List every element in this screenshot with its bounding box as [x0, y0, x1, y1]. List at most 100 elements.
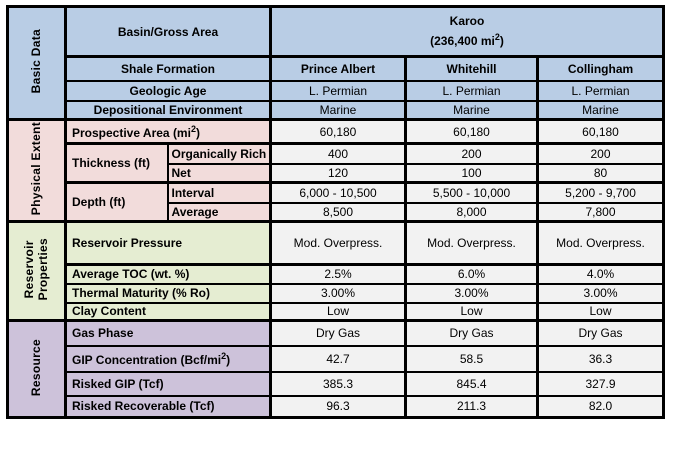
organically-rich-col2: 200	[404, 142, 539, 165]
row-risked-gip: Risked GIP (Tcf) 385.3 845.4 327.9	[8, 370, 665, 397]
clay-content-col1: Low	[269, 301, 407, 322]
resource-vertical-label: Resource	[28, 338, 43, 397]
row-gas-phase: Resource Gas Phase Dry Gas Dry Gas Dry G…	[6, 319, 665, 419]
row-shale-formation: Shale Formation Prince Albert Whitehill …	[8, 55, 665, 82]
shale-formation-col3: Collingham	[536, 55, 665, 82]
average-depth-col3: 7,800	[536, 201, 665, 223]
gas-phase-label: Gas Phase	[63, 319, 272, 347]
organically-rich-col1: 400	[269, 142, 407, 165]
prospective-area-col3: 60,180	[536, 118, 665, 145]
prospective-area-col2: 60,180	[404, 118, 539, 145]
basin-name-cell: Karoo (236,400 mi2)	[269, 5, 665, 58]
risked-recoverable-col3: 82.0	[536, 394, 665, 419]
organically-rich-label: Organically Rich	[166, 142, 272, 165]
section-label-reservoir-properties: Reservoir Properties	[6, 220, 67, 322]
reservoir-pressure-col3: Mod. Overpress.	[536, 220, 665, 266]
thickness-label: Thickness (ft)	[64, 142, 169, 184]
risked-gip-label: Risked GIP (Tcf)	[63, 370, 272, 397]
average-depth-col2: 8,000	[404, 201, 539, 223]
superscript-2: 2	[494, 32, 500, 42]
net-label: Net	[166, 162, 272, 184]
basic-data-vertical-label: Basic Data	[28, 29, 43, 94]
gip-concentration-col3: 36.3	[536, 344, 665, 373]
average-toc-col2: 6.0%	[404, 263, 539, 285]
physical-extent-vertical-label: Physical Extent	[28, 122, 43, 216]
risked-gip-col3: 327.9	[536, 370, 665, 397]
row-basin-header: Basic Data Basin/Gross Area Karoo (236,4…	[6, 5, 665, 121]
depositional-environment-col3: Marine	[536, 99, 665, 121]
depth-label: Depth (ft)	[64, 181, 169, 223]
average-depth-col1: 8,500	[269, 201, 407, 223]
gas-phase-col1: Dry Gas	[269, 319, 407, 347]
prospective-area-col1: 60,180	[269, 118, 407, 145]
basin-gross-area-label: Basin/Gross Area	[63, 5, 272, 58]
risked-recoverable-col1: 96.3	[269, 394, 407, 419]
row-thickness-organically-rich: Thickness (ft) Organically Rich 400 200 …	[8, 142, 665, 184]
net-col2: 100	[404, 162, 539, 184]
section-label-basic-data: Basic Data	[6, 5, 67, 121]
section-label-physical-extent: Physical Extent	[6, 118, 67, 223]
gip-concentration-label: GIP Concentration (Bcf/mi2)	[63, 344, 272, 373]
row-depth-average: Average 8,500 8,000 7,800	[8, 201, 665, 223]
average-toc-col1: 2.5%	[269, 263, 407, 285]
interval-col2: 5,500 - 10,000	[404, 181, 539, 204]
geologic-age-label: Geologic Age	[63, 79, 272, 102]
row-geologic-age: Geologic Age L. Permian L. Permian L. Pe…	[8, 79, 665, 102]
gas-phase-col3: Dry Gas	[536, 319, 665, 347]
risked-recoverable-label: Risked Recoverable (Tcf)	[63, 394, 272, 419]
clay-content-col2: Low	[404, 301, 539, 322]
row-prospective-area: Physical Extent Prospective Area (mi2) 6…	[6, 118, 665, 223]
reservoir-pressure-col2: Mod. Overpress.	[404, 220, 539, 266]
clay-content-col3: Low	[536, 301, 665, 322]
interval-col1: 6,000 - 10,500	[269, 181, 407, 204]
gip-concentration-col1: 42.7	[269, 344, 407, 373]
clay-content-label: Clay Content	[63, 301, 272, 322]
risked-gip-col1: 385.3	[269, 370, 407, 397]
superscript-2: 2	[190, 123, 196, 134]
thermal-maturity-label: Thermal Maturity (% Ro)	[63, 282, 272, 304]
row-gip-concentration: GIP Concentration (Bcf/mi2) 42.7 58.5 36…	[8, 344, 665, 373]
row-clay-content: Clay Content Low Low Low	[8, 301, 665, 322]
interval-col3: 5,200 - 9,700	[536, 181, 665, 204]
thermal-maturity-col3: 3.00%	[536, 282, 665, 304]
row-depth-interval: Depth (ft) Interval 6,000 - 10,500 5,500…	[8, 181, 665, 223]
shale-formation-label: Shale Formation	[63, 55, 272, 82]
reservoir-properties-vertical-label: Reservoir Properties	[21, 238, 50, 301]
thermal-maturity-col2: 3.00%	[404, 282, 539, 304]
interval-label: Interval	[166, 181, 272, 204]
gip-concentration-col2: 58.5	[404, 344, 539, 373]
row-thickness-net: Net 120 100 80	[8, 162, 665, 184]
shale-formation-col1: Prince Albert	[269, 55, 407, 82]
row-thermal-maturity: Thermal Maturity (% Ro) 3.00% 3.00% 3.00…	[8, 282, 665, 304]
prospective-area-label: Prospective Area (mi2)	[63, 118, 272, 145]
average-toc-col3: 4.0%	[536, 263, 665, 285]
section-label-resource: Resource	[6, 319, 67, 419]
thermal-maturity-col1: 3.00%	[269, 282, 407, 304]
net-col1: 120	[269, 162, 407, 184]
gas-phase-col2: Dry Gas	[404, 319, 539, 347]
row-risked-recoverable: Risked Recoverable (Tcf) 96.3 211.3 82.0	[8, 394, 665, 419]
average-toc-label: Average TOC (wt. %)	[63, 263, 272, 285]
organically-rich-col3: 200	[536, 142, 665, 165]
row-reservoir-pressure: Reservoir Properties Reservoir Pressure …	[6, 220, 665, 322]
reservoir-pressure-label: Reservoir Pressure	[63, 220, 272, 266]
average-depth-label: Average	[166, 201, 272, 223]
superscript-2: 2	[221, 350, 227, 361]
risked-gip-col2: 845.4	[404, 370, 539, 397]
row-depositional-environment: Depositional Environment Marine Marine M…	[8, 99, 665, 121]
geologic-age-col3: L. Permian	[536, 79, 665, 102]
basin-area: (236,400 mi2)	[430, 32, 504, 48]
depositional-environment-label: Depositional Environment	[63, 99, 272, 121]
net-col3: 80	[536, 162, 665, 184]
basin-name: Karoo	[449, 14, 485, 29]
shale-formation-col2: Whitehill	[404, 55, 539, 82]
shale-basin-properties-table: Basic Data Basin/Gross Area Karoo (236,4…	[6, 5, 666, 419]
geologic-age-col2: L. Permian	[404, 79, 539, 102]
row-average-toc: Average TOC (wt. %) 2.5% 6.0% 4.0%	[8, 263, 665, 285]
geologic-age-col1: L. Permian	[269, 79, 407, 102]
risked-recoverable-col2: 211.3	[404, 394, 539, 419]
reservoir-pressure-col1: Mod. Overpress.	[269, 220, 407, 266]
depositional-environment-col2: Marine	[404, 99, 539, 121]
depositional-environment-col1: Marine	[269, 99, 407, 121]
